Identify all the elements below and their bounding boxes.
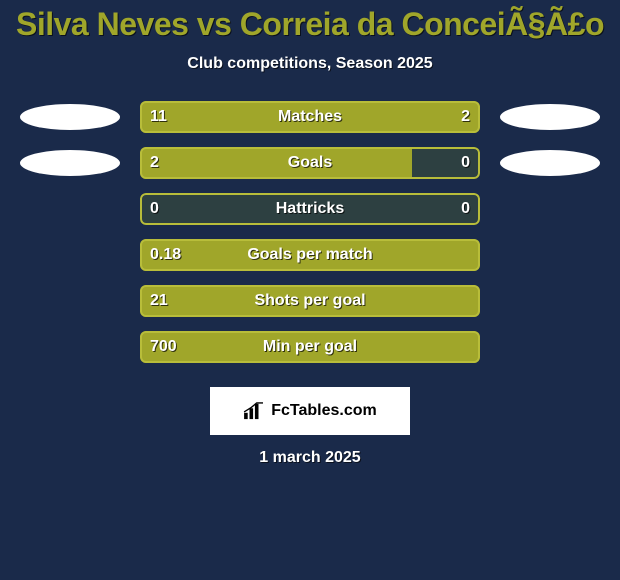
stat-row: Min per goal700 (10, 331, 610, 363)
player-oval-left (20, 104, 120, 130)
stat-label: Matches (140, 101, 480, 133)
stat-label: Goals (140, 147, 480, 179)
stat-row: Goals2 0 (10, 147, 610, 179)
stat-value-right: 0 (461, 193, 470, 225)
stat-label: Goals per match (140, 239, 480, 271)
stat-row: Matches11 2 (10, 101, 610, 133)
brand-chart-icon (243, 402, 265, 420)
player-oval-left (20, 150, 120, 176)
player-oval-right (500, 150, 600, 176)
page-title: Silva Neves vs Correia da ConceiÃ§Ã£o (0, 6, 620, 43)
stat-value-right: 0 (461, 147, 470, 179)
stat-label: Min per goal (140, 331, 480, 363)
stat-value-left: 0 (150, 193, 159, 225)
stat-bar: Hattricks0 0 (140, 193, 480, 225)
stat-bar: Min per goal700 (140, 331, 480, 363)
stat-value-left: 21 (150, 285, 168, 317)
stat-bar: Goals per match0.18 (140, 239, 480, 271)
stat-rows: Matches112Goals20Hattricks00Goals per ma… (0, 101, 620, 363)
stat-bar: Shots per goal21 (140, 285, 480, 317)
stat-value-right: 2 (461, 101, 470, 133)
stat-bar: Goals2 0 (140, 147, 480, 179)
brand-text: FcTables.com (271, 402, 377, 420)
stat-row: Shots per goal21 (10, 285, 610, 317)
stat-row: Goals per match0.18 (10, 239, 610, 271)
brand-box: FcTables.com (210, 387, 410, 435)
stat-bar: Matches11 2 (140, 101, 480, 133)
stat-label: Shots per goal (140, 285, 480, 317)
stat-value-left: 2 (150, 147, 159, 179)
stat-label: Hattricks (140, 193, 480, 225)
stat-row: Hattricks0 0 (10, 193, 610, 225)
stat-value-left: 0.18 (150, 239, 181, 271)
stat-value-left: 11 (150, 101, 167, 133)
subtitle: Club competitions, Season 2025 (0, 55, 620, 73)
player-oval-right (500, 104, 600, 130)
stats-card: Silva Neves vs Correia da ConceiÃ§Ã£o Cl… (0, 0, 620, 580)
date-text: 1 march 2025 (0, 449, 620, 467)
stat-value-left: 700 (150, 331, 177, 363)
